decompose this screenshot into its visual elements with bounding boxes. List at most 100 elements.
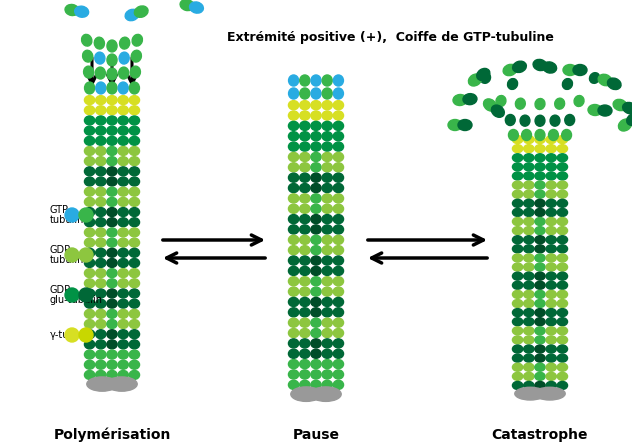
Ellipse shape (333, 194, 344, 203)
Ellipse shape (107, 157, 117, 166)
Ellipse shape (83, 50, 93, 62)
Ellipse shape (513, 199, 523, 207)
Ellipse shape (513, 61, 526, 72)
Ellipse shape (79, 248, 93, 262)
Ellipse shape (599, 74, 612, 86)
Ellipse shape (95, 147, 106, 155)
Text: Pause: Pause (293, 428, 339, 442)
Ellipse shape (311, 152, 321, 162)
Ellipse shape (118, 187, 128, 196)
Ellipse shape (535, 99, 545, 110)
Ellipse shape (288, 370, 299, 379)
Ellipse shape (130, 66, 140, 78)
Ellipse shape (130, 198, 140, 206)
Ellipse shape (130, 258, 140, 267)
Ellipse shape (130, 157, 140, 166)
Ellipse shape (322, 111, 332, 120)
Ellipse shape (85, 95, 95, 105)
Ellipse shape (333, 235, 344, 244)
Ellipse shape (107, 289, 117, 298)
Ellipse shape (322, 380, 332, 389)
Ellipse shape (130, 350, 140, 359)
Ellipse shape (107, 320, 117, 329)
Ellipse shape (85, 177, 95, 186)
Ellipse shape (546, 181, 556, 189)
Ellipse shape (300, 132, 310, 141)
Ellipse shape (95, 360, 106, 369)
Ellipse shape (95, 218, 106, 227)
Ellipse shape (322, 225, 332, 234)
Ellipse shape (130, 269, 140, 278)
Ellipse shape (333, 173, 344, 182)
Ellipse shape (289, 88, 299, 99)
Ellipse shape (85, 157, 95, 166)
Ellipse shape (300, 75, 310, 86)
Ellipse shape (107, 116, 117, 125)
Ellipse shape (524, 373, 534, 381)
Ellipse shape (546, 172, 556, 180)
Ellipse shape (535, 163, 545, 171)
Ellipse shape (513, 245, 523, 253)
Ellipse shape (535, 172, 545, 180)
Ellipse shape (513, 154, 523, 162)
Ellipse shape (118, 147, 128, 155)
Ellipse shape (322, 204, 332, 213)
Ellipse shape (322, 101, 332, 110)
Ellipse shape (95, 52, 105, 64)
Ellipse shape (333, 101, 344, 110)
Ellipse shape (535, 373, 545, 381)
Ellipse shape (557, 154, 568, 162)
Ellipse shape (130, 309, 140, 318)
Ellipse shape (333, 152, 344, 162)
Ellipse shape (300, 297, 310, 306)
Ellipse shape (85, 340, 95, 349)
Ellipse shape (524, 354, 534, 362)
Ellipse shape (85, 309, 95, 318)
Ellipse shape (557, 281, 568, 289)
Ellipse shape (535, 345, 545, 353)
Ellipse shape (535, 181, 545, 189)
Ellipse shape (546, 199, 556, 207)
Ellipse shape (95, 198, 106, 206)
Ellipse shape (557, 199, 568, 207)
Ellipse shape (311, 256, 321, 265)
Ellipse shape (85, 147, 95, 155)
Ellipse shape (300, 101, 310, 110)
Ellipse shape (87, 377, 118, 391)
Ellipse shape (118, 228, 128, 237)
Ellipse shape (557, 218, 568, 226)
Ellipse shape (524, 226, 534, 234)
Ellipse shape (85, 299, 95, 308)
Ellipse shape (333, 287, 344, 296)
Ellipse shape (107, 269, 117, 278)
Ellipse shape (85, 258, 95, 267)
Ellipse shape (524, 163, 534, 171)
Ellipse shape (75, 6, 88, 17)
Ellipse shape (311, 339, 321, 348)
Ellipse shape (546, 190, 556, 198)
Ellipse shape (513, 272, 523, 280)
Ellipse shape (107, 248, 117, 257)
Ellipse shape (107, 330, 117, 339)
Ellipse shape (333, 142, 344, 151)
Ellipse shape (557, 190, 568, 198)
Ellipse shape (535, 236, 545, 244)
Ellipse shape (135, 6, 148, 17)
Ellipse shape (524, 154, 534, 162)
Ellipse shape (95, 248, 106, 257)
Ellipse shape (288, 287, 299, 296)
Ellipse shape (333, 380, 344, 389)
Ellipse shape (85, 126, 95, 135)
Ellipse shape (118, 269, 128, 278)
Ellipse shape (535, 272, 545, 280)
Ellipse shape (107, 187, 117, 196)
Ellipse shape (95, 95, 106, 105)
Text: GTP-
tubulin: GTP- tubulin (50, 205, 85, 226)
Ellipse shape (333, 163, 344, 172)
Ellipse shape (288, 349, 299, 358)
Ellipse shape (118, 258, 128, 267)
Ellipse shape (95, 187, 106, 196)
Ellipse shape (322, 75, 332, 86)
Ellipse shape (288, 111, 299, 120)
Ellipse shape (524, 290, 534, 298)
